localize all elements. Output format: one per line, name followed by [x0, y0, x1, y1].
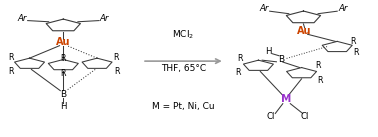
Text: R: R: [114, 67, 120, 76]
Text: B: B: [278, 55, 284, 64]
Text: R: R: [60, 54, 66, 62]
Text: Cl: Cl: [266, 112, 275, 121]
Text: R: R: [8, 67, 14, 76]
Text: Ar: Ar: [100, 14, 109, 23]
Text: R: R: [235, 68, 240, 77]
Text: THF, 65°C: THF, 65°C: [161, 64, 206, 73]
Text: M: M: [281, 94, 292, 104]
Text: Ar: Ar: [259, 4, 269, 13]
Text: R: R: [8, 53, 14, 62]
Text: Cl: Cl: [301, 112, 309, 121]
Text: R: R: [316, 61, 321, 70]
Text: H: H: [60, 102, 67, 111]
Text: R: R: [318, 76, 323, 85]
Text: R: R: [237, 54, 242, 63]
Text: R: R: [350, 37, 356, 46]
Text: Ar: Ar: [338, 4, 347, 13]
Text: M = Pt, Ni, Cu: M = Pt, Ni, Cu: [152, 102, 215, 111]
Text: Ar: Ar: [17, 14, 27, 23]
Text: R: R: [353, 48, 359, 57]
Text: H: H: [265, 47, 272, 56]
Text: MCl$_2$: MCl$_2$: [172, 29, 194, 41]
Text: Au: Au: [297, 26, 312, 36]
Text: Au: Au: [56, 37, 71, 47]
Text: R: R: [60, 69, 66, 78]
Text: R: R: [113, 53, 119, 62]
Text: B: B: [60, 89, 67, 99]
